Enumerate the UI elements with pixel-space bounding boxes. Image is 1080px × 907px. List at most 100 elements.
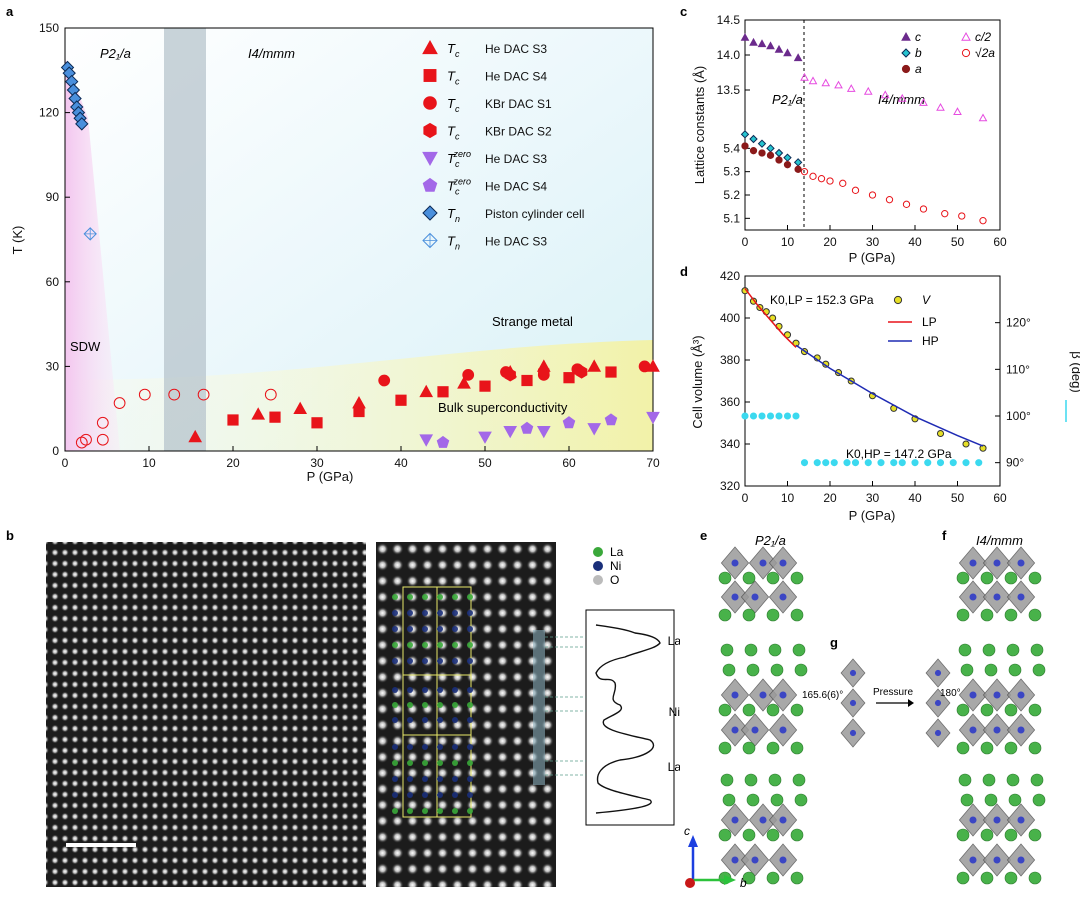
x-tick-label: 0 (742, 235, 749, 249)
la-atom (392, 642, 398, 648)
ni-atom (467, 792, 473, 798)
point-β HP (800, 459, 809, 467)
x-tick-label: 60 (993, 235, 1007, 249)
ni-atom (731, 856, 739, 864)
point-β (741, 412, 749, 420)
point-β HP (962, 459, 970, 467)
la-atom (437, 760, 443, 766)
point-circle-open (885, 196, 894, 204)
point-triangle-open (863, 86, 873, 95)
point-square (605, 366, 617, 378)
point-square (479, 380, 491, 392)
y-tick-label: 340 (720, 437, 740, 451)
la-atom (407, 760, 413, 766)
point-β (766, 412, 775, 420)
stem-image-wide (46, 542, 366, 887)
la-atom (452, 594, 458, 600)
la-atom (956, 741, 970, 755)
x-tick-label: 0 (62, 456, 69, 470)
la-atom (422, 808, 428, 814)
fit-line-LP (744, 288, 797, 348)
legend-symbol-sub: c (455, 187, 460, 197)
ni-atom (969, 691, 977, 699)
x-tick-label: 0 (742, 491, 749, 505)
point-triangle-open (846, 84, 856, 92)
point-β (775, 412, 783, 420)
ni-atom (1017, 816, 1025, 824)
la-atom (1028, 703, 1042, 717)
point-β (792, 412, 800, 420)
la-atom (980, 571, 994, 585)
la-atom (1030, 773, 1044, 787)
point-triangle (749, 37, 758, 46)
la-atom (720, 773, 734, 787)
x-tick-label: 20 (823, 491, 837, 505)
octahedra-angle-label: 165.6(6)° (802, 690, 843, 701)
k0-hp-label: K0,HP = 147.2 GPa (846, 447, 952, 461)
y-axis-label: Cell volume (Å³) (690, 335, 705, 428)
x-tick-label: 60 (562, 456, 576, 470)
point-circle (783, 161, 792, 169)
la-atom (744, 643, 758, 657)
point-β HP (851, 459, 860, 467)
point-circle-open (96, 416, 109, 429)
legend-symbol-sub: c (455, 104, 460, 114)
ni-atom (407, 687, 413, 693)
strange-metal-label: Strange metal (492, 314, 573, 329)
la-atom (790, 571, 804, 585)
panel-e-title: P2₁/a (755, 533, 786, 548)
legend-marker (901, 64, 911, 74)
legend-label: He DAC S4 (485, 180, 547, 194)
la-atom (1006, 643, 1020, 657)
x-tick-label: 30 (310, 456, 324, 470)
point-pentagon (604, 413, 618, 426)
ni-atom (759, 816, 767, 824)
la-atom (790, 703, 804, 717)
y-axis-label: T (K) (10, 226, 25, 255)
ni-atom (392, 717, 398, 723)
profile-label-la-bottom: La (668, 760, 680, 774)
x-tick-label: 20 (823, 235, 837, 249)
point-triangle-open (978, 113, 988, 122)
point-triangle-open (800, 72, 809, 81)
la-atom (718, 703, 732, 717)
x-tick-label: 60 (993, 491, 1007, 505)
point-triangle (740, 32, 750, 41)
la-atom (407, 808, 413, 814)
ni-atom (993, 816, 1001, 824)
point-circle-open (817, 175, 826, 183)
legend-symbol-sub: c (455, 159, 460, 169)
x-ticks: 0 10 20 30 40 50 60 (742, 481, 1007, 505)
la-atom (422, 594, 428, 600)
legend-marker (961, 48, 971, 58)
point-β HP (911, 459, 919, 467)
point-β HP (890, 459, 898, 467)
legend-la: La (610, 545, 624, 559)
y-ticks: 0 30 60 90 120 150 (39, 21, 70, 458)
ni-atom (452, 776, 458, 782)
y-tick-label: 60 (46, 275, 60, 289)
legend-label: He DAC S3 (485, 152, 547, 166)
ni-atom (407, 744, 413, 750)
la-atom (422, 642, 428, 648)
point-diamond (757, 139, 767, 148)
x-tick-label: 20 (226, 456, 240, 470)
y2-ticks: 90° 100° 110° 120° (995, 316, 1031, 470)
ni-atom (467, 776, 473, 782)
point-circle-open (800, 168, 809, 176)
la-atom (770, 663, 784, 677)
ni-atom (437, 687, 443, 693)
ni-atom (969, 726, 977, 734)
la-atom (452, 702, 458, 708)
axis-label-c: c (684, 824, 690, 838)
ni-atom (731, 593, 739, 601)
legend-marker (961, 31, 971, 41)
legend-label: HP (922, 334, 939, 348)
ni-atom (407, 776, 413, 782)
ni-atom (731, 726, 739, 734)
ni-atom (452, 687, 458, 693)
ni-atom (731, 691, 739, 699)
point-tri-down (587, 423, 602, 436)
y-tick-label: 14.0 (717, 48, 741, 62)
